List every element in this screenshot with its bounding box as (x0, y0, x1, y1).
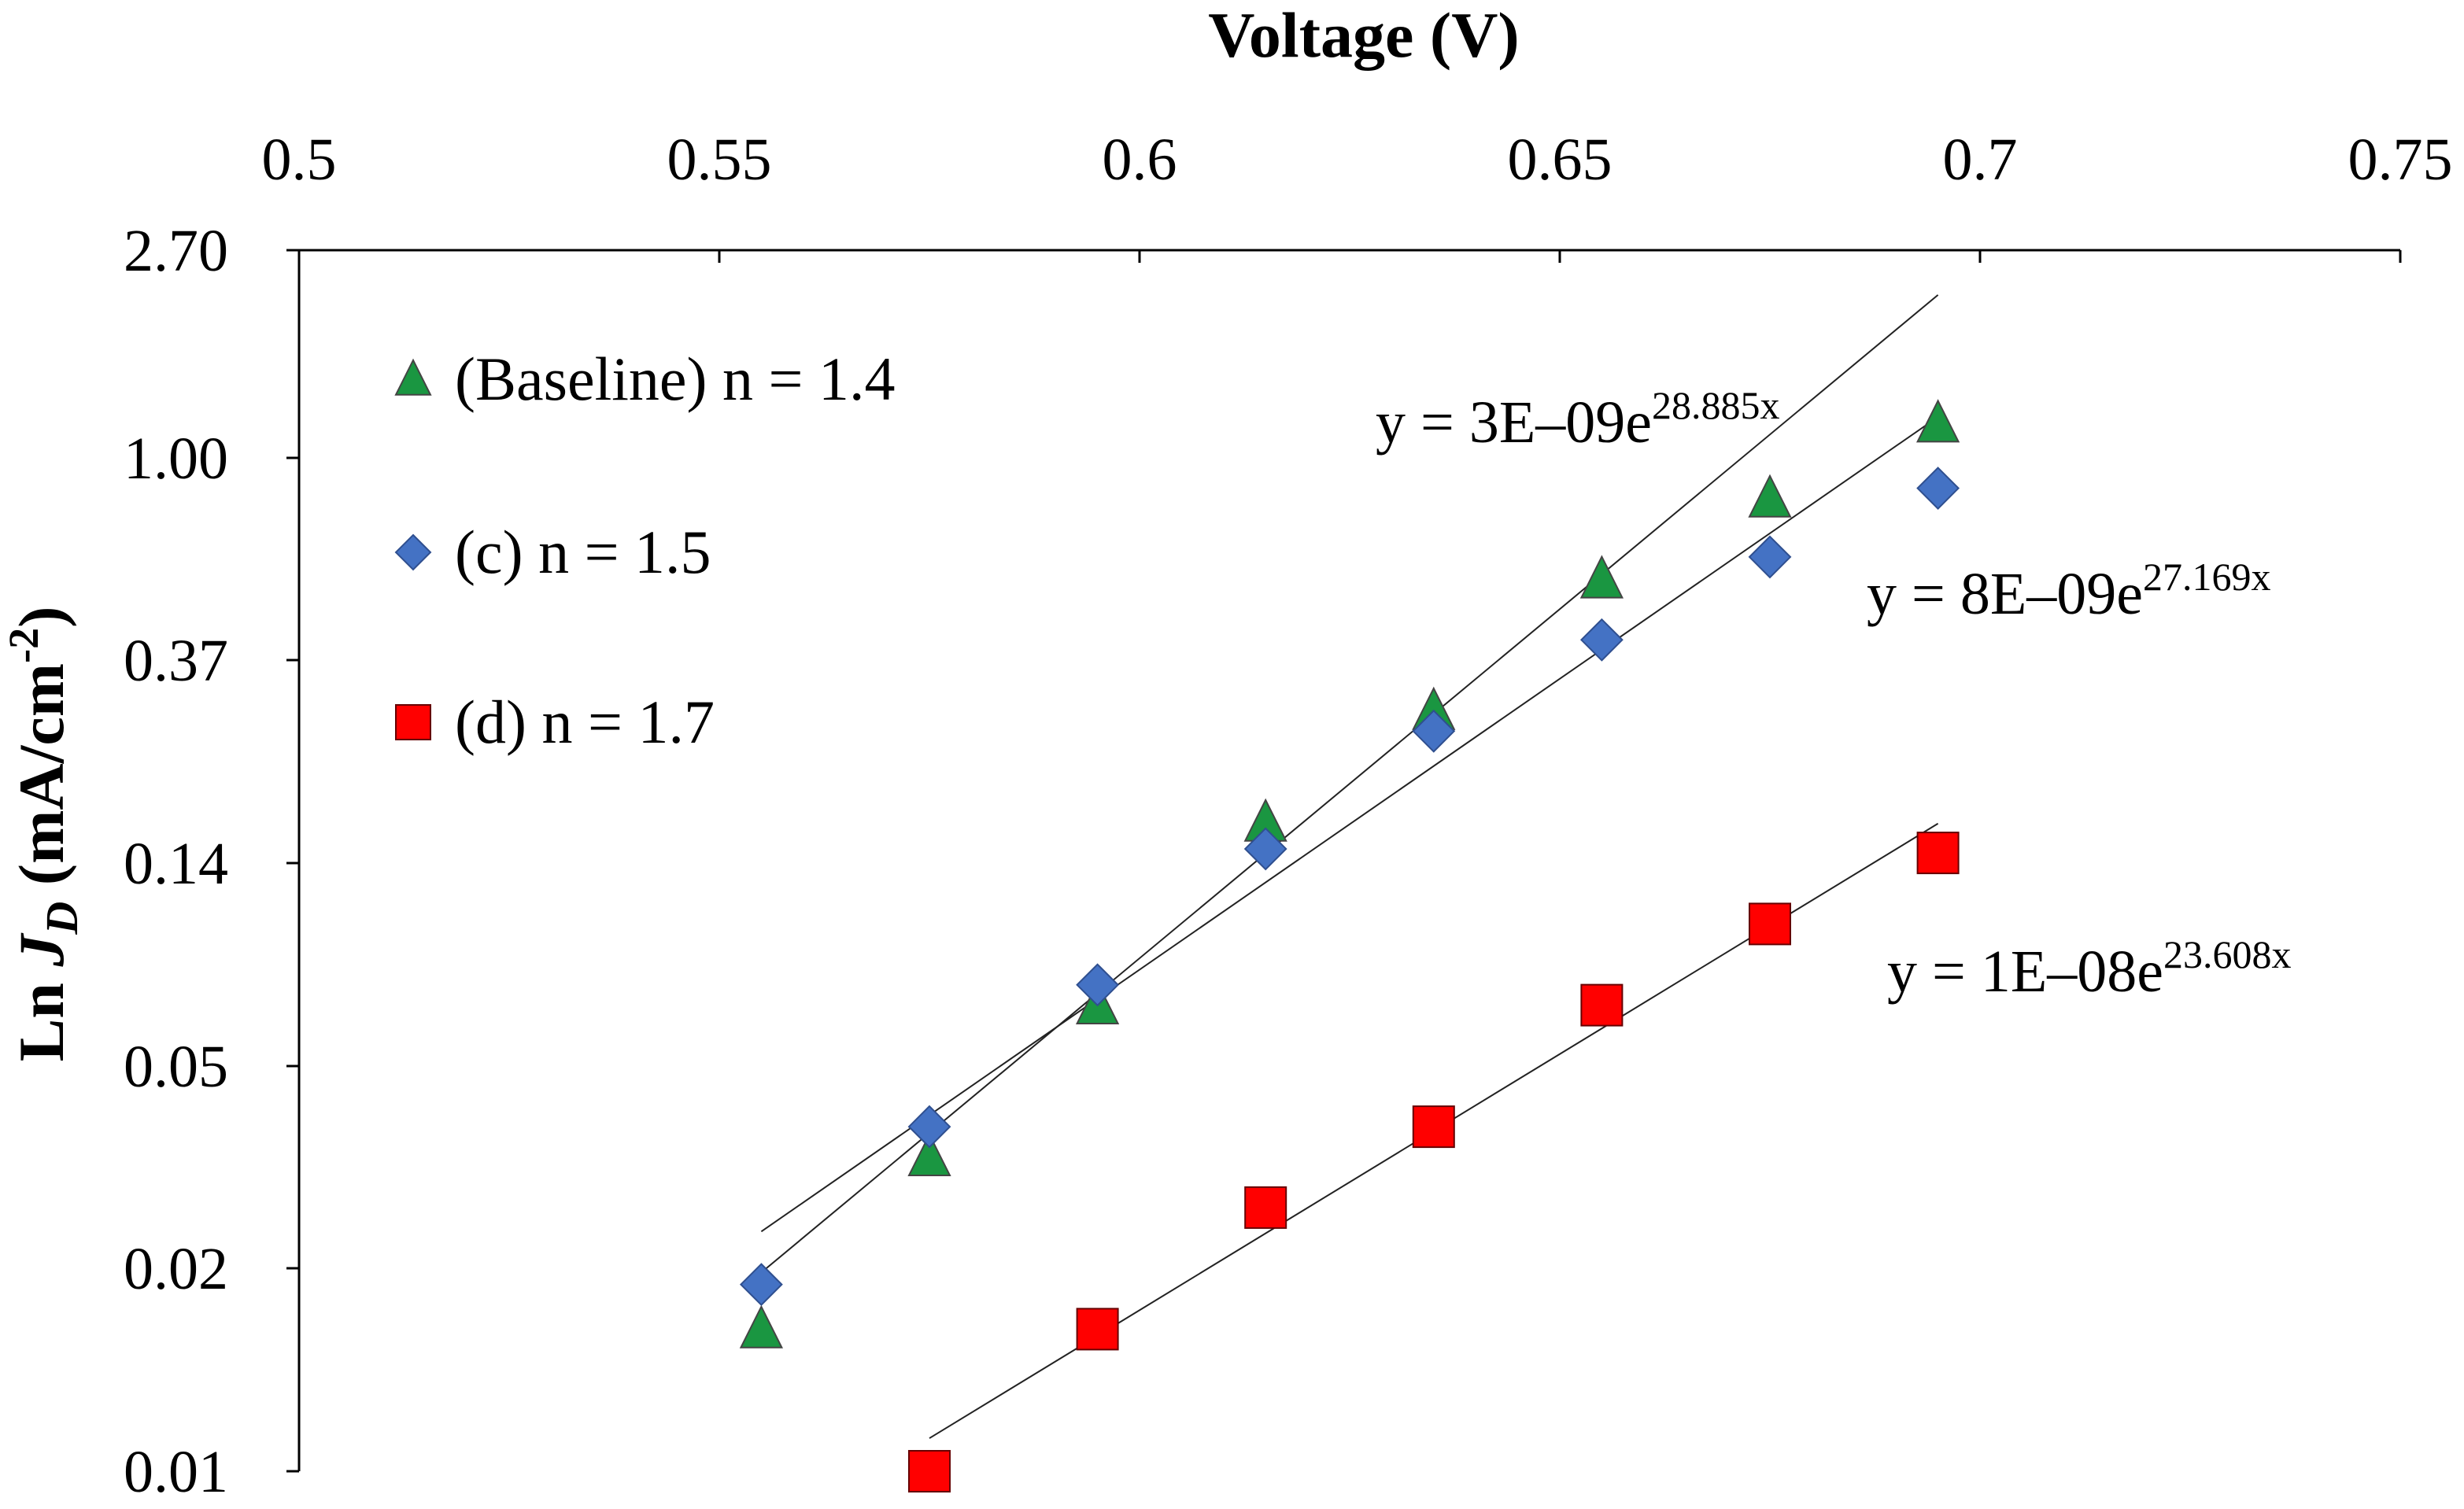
legend-label: (Baseline) n = 1.4 (455, 345, 896, 413)
svg-text:Ln JD (mA/cm-2): Ln JD (mA/cm-2) (0, 607, 87, 1062)
trendline (760, 416, 1939, 1233)
trendline (760, 294, 1939, 1274)
data-point-diamond (1243, 827, 1287, 871)
y-axis-title-var: J (6, 932, 77, 968)
data-point-square (1580, 983, 1624, 1027)
data-point-triangle (1579, 555, 1624, 599)
y-axis-title-unit: (mA/cm (6, 663, 77, 902)
data-point-square (395, 704, 431, 740)
legend-item: (Baseline) n = 1.4 (394, 345, 896, 413)
x-axis-title: Voltage (V) (1208, 0, 1520, 71)
data-point-diamond (1076, 963, 1120, 1007)
trend-equations: y = 3E–09e28.885x y = 8E–09e27.169x y = 1E… (1376, 383, 2292, 1005)
legend-item: (d) n = 1.7 (395, 688, 715, 756)
data-point-triangle (907, 1132, 951, 1177)
data-point-square (1244, 1186, 1287, 1229)
data-point-triangle (1748, 474, 1792, 518)
y-tick-label: 0.14 (124, 831, 228, 897)
y-tick-label: 0.02 (124, 1236, 228, 1302)
data-point-diamond (394, 533, 432, 571)
trend-equation: y = 3E–09e28.885x (1376, 383, 1780, 456)
y-axis-title-sub: D (36, 902, 87, 935)
x-tick-label: 0.7 (1943, 127, 2018, 193)
trend-equation: y = 1E–08e23.608x (1887, 932, 2292, 1005)
trendlines (760, 294, 1939, 1439)
y-axis-title: Ln JD (mA/cm-2) (0, 607, 87, 1062)
data-point-diamond (1916, 467, 1960, 510)
legend-label: (d) n = 1.7 (455, 688, 715, 756)
data-point-triangle (739, 1304, 784, 1349)
y-ticks: 0.01 0.02 0.05 0.14 0.37 1.00 2.70 (124, 218, 299, 1505)
y-axis-title-exp: -2 (0, 628, 47, 663)
y-tick-label: 0.01 (124, 1439, 228, 1505)
trend-equation: y = 8E–09e27.169x (1867, 555, 2271, 627)
x-ticks: 0.5 0.55 0.6 0.65 0.7 0.75 (262, 127, 2453, 263)
x-tick-label: 0.5 (262, 127, 337, 193)
y-tick-label: 0.05 (124, 1034, 228, 1100)
data-point-square (1749, 902, 1791, 946)
y-axis-title-prefix: Ln (6, 967, 77, 1062)
y-tick-label: 2.70 (124, 218, 228, 284)
data-point-diamond (907, 1105, 951, 1149)
data-markers (739, 399, 1960, 1492)
data-point-square (1916, 832, 1960, 875)
data-point-square (1076, 1308, 1119, 1351)
data-point-diamond (1579, 618, 1624, 662)
y-axis-title-close: ) (6, 607, 77, 628)
legend: (Baseline) n = 1.4 (c) n = 1.5 (d) n = 1.7 (394, 345, 896, 756)
data-point-triangle (1915, 399, 1960, 443)
x-tick-label: 0.75 (2348, 127, 2453, 193)
x-tick-label: 0.65 (1508, 127, 1612, 193)
data-point-diamond (739, 1263, 783, 1307)
x-tick-label: 0.6 (1103, 127, 1177, 193)
legend-label: (c) n = 1.5 (455, 518, 711, 586)
data-point-square (1412, 1105, 1455, 1149)
data-point-diamond (1748, 535, 1792, 579)
data-point-square (908, 1450, 951, 1492)
data-point-triangle (394, 358, 432, 396)
legend-item: (c) n = 1.5 (394, 518, 711, 586)
data-point-diamond (1412, 709, 1456, 753)
y-tick-label: 0.37 (124, 628, 228, 694)
x-tick-label: 0.55 (667, 127, 772, 193)
y-tick-label: 1.00 (124, 426, 228, 492)
axes (297, 249, 2400, 1471)
